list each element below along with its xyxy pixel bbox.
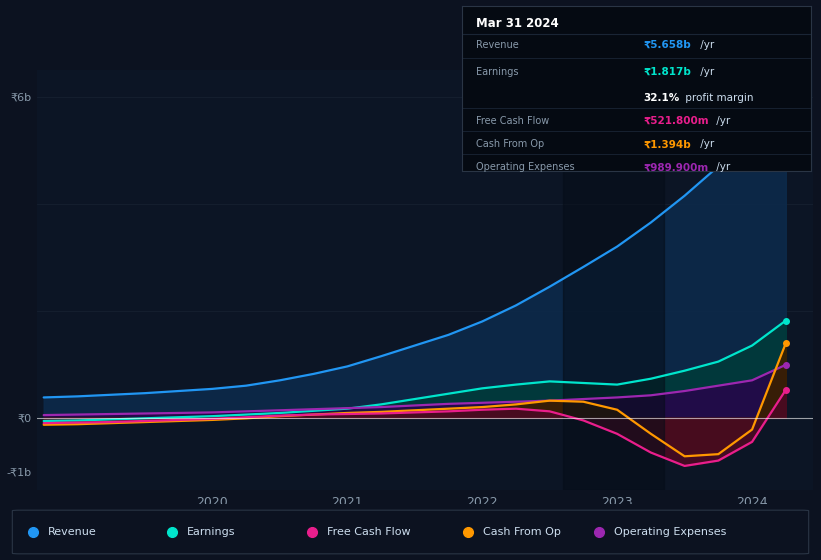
Text: /yr: /yr: [697, 40, 714, 50]
Text: /yr: /yr: [697, 139, 714, 150]
Text: ₹1.394b: ₹1.394b: [644, 139, 691, 150]
Text: Cash From Op: Cash From Op: [476, 139, 544, 150]
Text: Cash From Op: Cash From Op: [483, 527, 561, 537]
Text: profit margin: profit margin: [682, 93, 754, 103]
Text: Earnings: Earnings: [476, 67, 519, 77]
Text: Operating Expenses: Operating Expenses: [614, 527, 727, 537]
Text: Mar 31 2024: Mar 31 2024: [476, 17, 559, 30]
Text: 32.1%: 32.1%: [644, 93, 680, 103]
Text: Earnings: Earnings: [187, 527, 236, 537]
Text: ₹5.658b: ₹5.658b: [644, 40, 691, 50]
Text: Free Cash Flow: Free Cash Flow: [327, 527, 410, 537]
Text: Operating Expenses: Operating Expenses: [476, 162, 575, 172]
Text: Revenue: Revenue: [48, 527, 96, 537]
Text: Free Cash Flow: Free Cash Flow: [476, 116, 549, 126]
Text: /yr: /yr: [697, 67, 714, 77]
Text: Revenue: Revenue: [476, 40, 519, 50]
Text: ₹521.800m: ₹521.800m: [644, 116, 709, 126]
Bar: [563, 70, 664, 490]
Text: ₹989.900m: ₹989.900m: [644, 162, 709, 172]
Text: /yr: /yr: [713, 116, 730, 126]
FancyBboxPatch shape: [12, 510, 809, 554]
Text: /yr: /yr: [713, 162, 730, 172]
Text: ₹1.817b: ₹1.817b: [644, 67, 691, 77]
